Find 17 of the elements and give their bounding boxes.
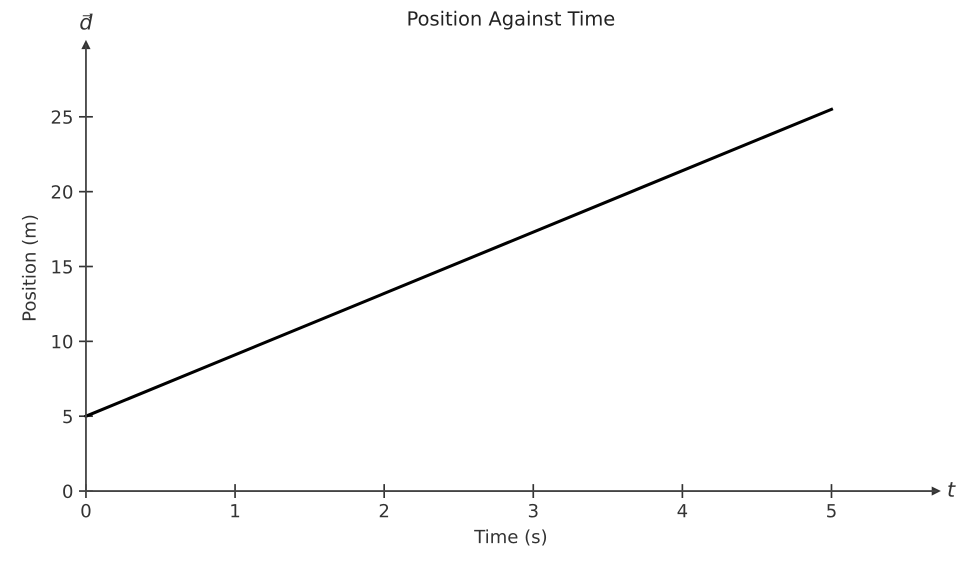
- y-tick-label: 5: [63, 410, 72, 424]
- x-tick-label: 5: [827, 504, 836, 518]
- y-tick-label: 10: [52, 334, 72, 348]
- y-tick-label: 25: [52, 110, 72, 124]
- x-tick-label: 0: [81, 504, 91, 518]
- chart-title: Position Against Time: [408, 10, 614, 30]
- x-tick-label: 3: [528, 504, 538, 518]
- y-tick-label: 20: [52, 185, 72, 199]
- text: t: [948, 482, 956, 497]
- x-tick-label: 2: [380, 504, 388, 518]
- y-tick-label: 0: [63, 484, 72, 498]
- x-tick-label: 4: [678, 504, 688, 518]
- x-tick-label: 1: [231, 504, 240, 518]
- x-axis-title: Time (s): [474, 529, 546, 546]
- y-axis-title: Position (m): [22, 216, 38, 320]
- text: d⃗: [80, 14, 93, 30]
- y-tick-label: 15: [52, 260, 72, 274]
